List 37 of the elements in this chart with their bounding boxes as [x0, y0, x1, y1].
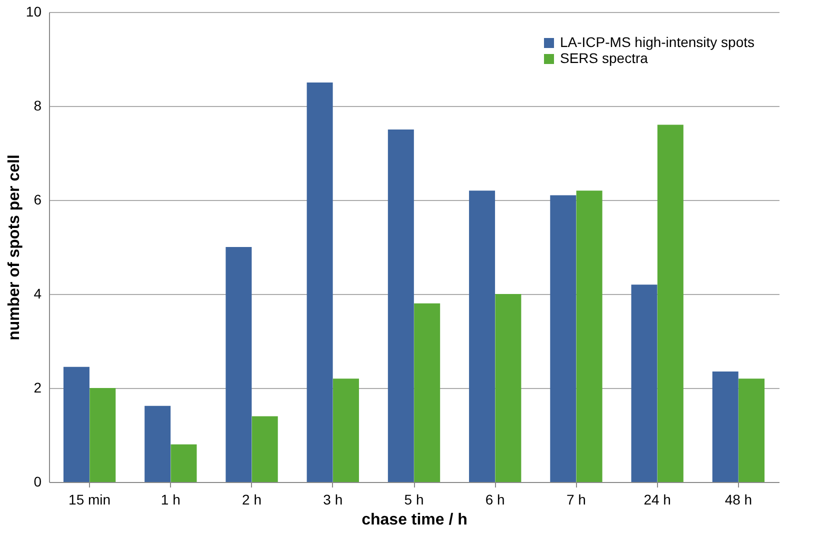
x-tick-label: 24 h: [644, 492, 671, 508]
x-tick-label: 3 h: [323, 492, 343, 508]
bar: [657, 124, 684, 482]
bar: [388, 130, 414, 482]
bar: [576, 190, 602, 482]
bar: [550, 195, 576, 482]
legend-label: SERS spectra: [560, 50, 648, 66]
bar: [495, 294, 522, 482]
y-tick-label: 10: [26, 4, 42, 20]
bar: [469, 190, 496, 482]
bar: [631, 284, 658, 482]
x-tick-label: 7 h: [566, 492, 586, 508]
bar: [306, 82, 333, 482]
x-tick-label: 5 h: [404, 492, 424, 508]
bar: [144, 406, 171, 482]
bar: [170, 444, 197, 482]
x-tick-label: 6 h: [485, 492, 505, 508]
x-tick-label: 2 h: [242, 492, 262, 508]
x-axis-title: chase time / h: [362, 512, 468, 528]
y-axis-title: number of spots per cell: [6, 154, 23, 340]
x-tick-label: 1 h: [160, 492, 180, 508]
y-tick-label: 0: [34, 474, 42, 490]
bar: [63, 366, 90, 482]
bar: [90, 388, 116, 482]
x-tick-label: 15 min: [68, 492, 111, 508]
bar: [414, 303, 440, 482]
x-tick-label: 48 h: [724, 492, 752, 508]
y-tick-label: 6: [34, 192, 42, 208]
bar: [252, 416, 278, 482]
bar: [712, 372, 738, 482]
bar: [226, 247, 252, 482]
y-tick-label: 4: [34, 286, 42, 302]
y-tick-label: 2: [34, 380, 42, 396]
y-tick-label: 8: [34, 98, 42, 114]
legend-label: LA-ICP-MS high-intensity spots: [560, 34, 755, 50]
bar: [738, 378, 765, 482]
bar: [332, 378, 359, 482]
